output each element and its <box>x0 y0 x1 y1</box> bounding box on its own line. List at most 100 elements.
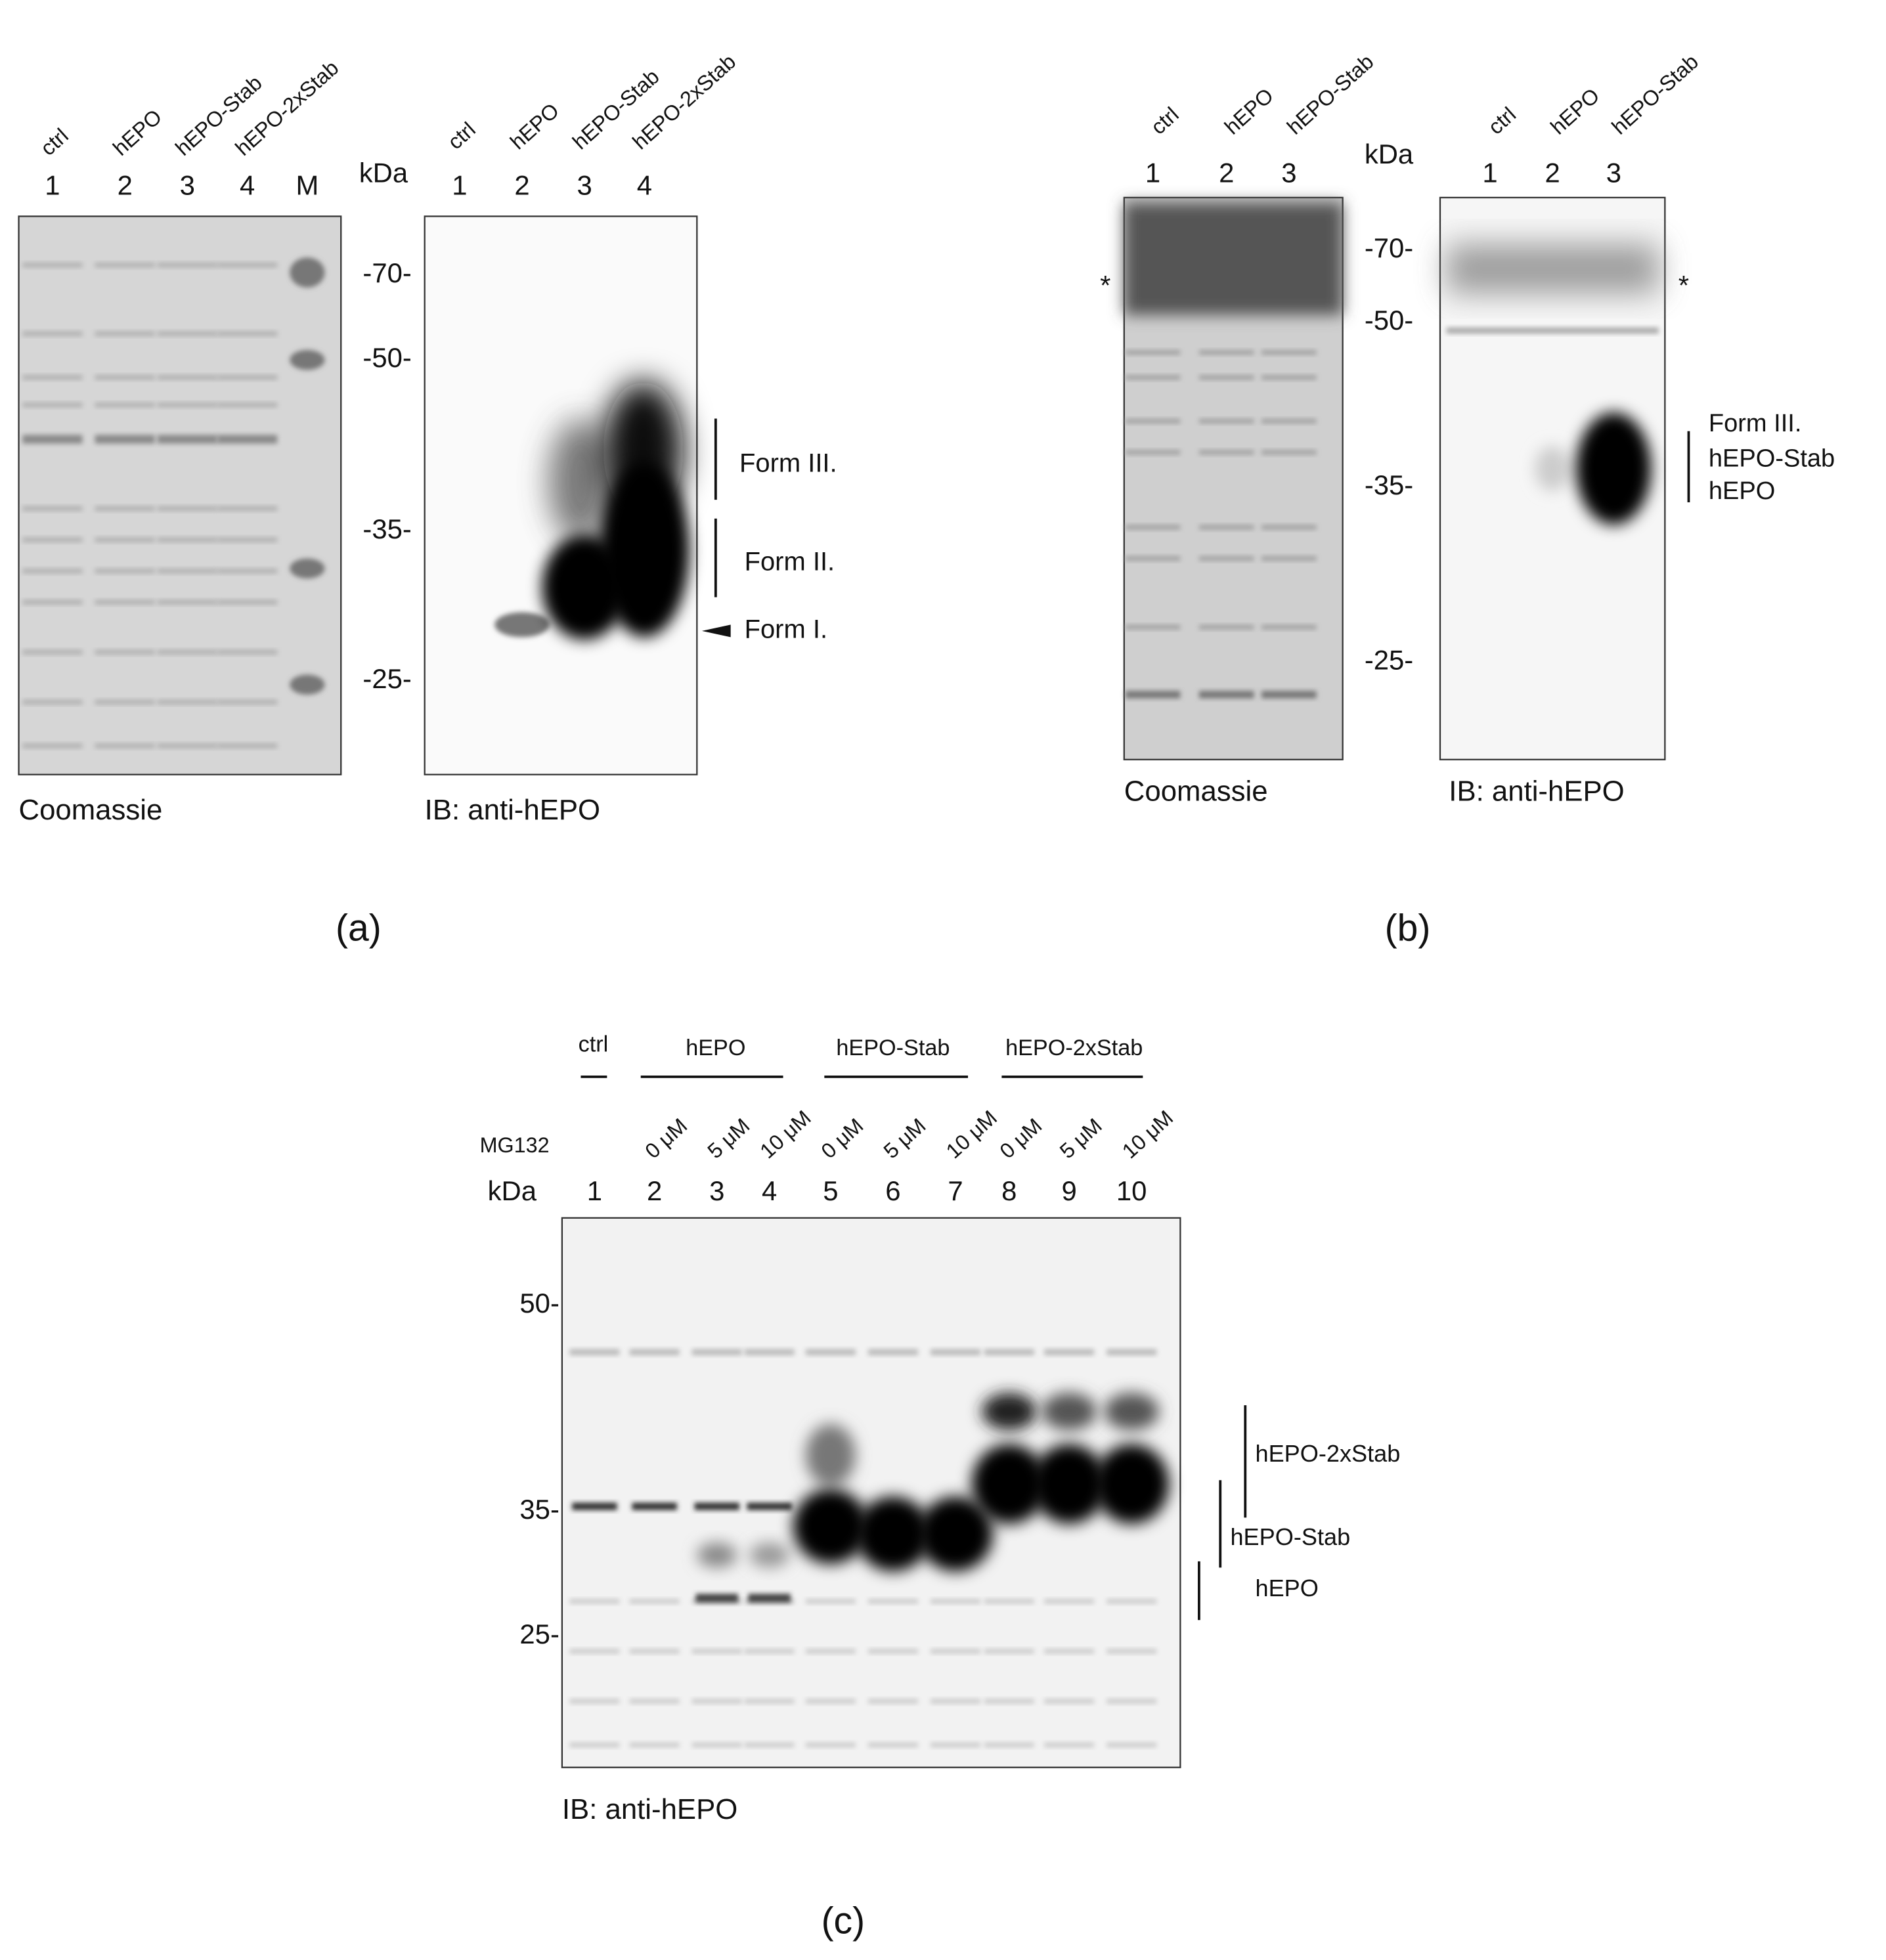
band <box>1198 691 1254 699</box>
lane-label: hEPO <box>1546 83 1604 139</box>
band <box>290 674 325 695</box>
band <box>984 1699 1034 1704</box>
band <box>1261 374 1317 380</box>
lane-number: 1 <box>1482 158 1497 188</box>
lane-number: 10 <box>1116 1175 1147 1206</box>
band <box>1446 244 1659 294</box>
band <box>22 699 83 705</box>
band <box>157 331 217 337</box>
dose-label: 10 μM <box>942 1106 1001 1163</box>
band <box>95 649 155 655</box>
band <box>290 257 325 288</box>
band <box>1261 555 1317 561</box>
band <box>1044 1598 1095 1604</box>
band <box>1125 349 1181 355</box>
asterisk: * <box>1100 270 1110 301</box>
marker-label: -70- <box>1365 232 1413 263</box>
panel-label: (b) <box>1385 907 1431 949</box>
annotation: hEPO-Stab <box>1709 445 1835 472</box>
annotation: Form III. <box>739 448 837 477</box>
lane-number: 9 <box>1061 1175 1076 1206</box>
group-label: hEPO-Stab <box>836 1035 950 1060</box>
band <box>95 402 155 408</box>
band <box>1198 418 1254 424</box>
band <box>22 402 83 408</box>
group-label: hEPO <box>686 1035 745 1060</box>
lane-number: 3 <box>577 170 592 201</box>
treatment-label: MG132 <box>480 1133 550 1157</box>
band <box>1261 691 1317 699</box>
marker-label: -25- <box>362 663 411 694</box>
caption: Coomassie <box>19 794 163 826</box>
band <box>867 1598 918 1604</box>
band <box>157 506 217 512</box>
dose-label: 10 μM <box>1118 1106 1177 1163</box>
band <box>805 1742 856 1748</box>
band <box>217 262 278 268</box>
band <box>1125 691 1181 699</box>
lane-label: ctrl <box>36 123 73 160</box>
lane-number: 3 <box>709 1175 724 1206</box>
band <box>744 1349 795 1356</box>
band <box>157 374 217 380</box>
lane-number: 3 <box>1281 158 1296 188</box>
band <box>290 349 325 370</box>
band <box>805 1649 856 1654</box>
band <box>157 402 217 408</box>
dose-label: 10 μM <box>755 1106 815 1163</box>
band <box>1198 624 1254 630</box>
band <box>867 1349 918 1356</box>
band <box>157 699 217 705</box>
band <box>748 1594 791 1603</box>
band <box>95 374 155 380</box>
arrowhead <box>701 624 731 638</box>
band <box>984 1649 1034 1654</box>
annotation: Form I. <box>745 615 827 643</box>
dose-label: 0 μM <box>996 1114 1047 1163</box>
band <box>569 1742 620 1748</box>
band <box>22 262 83 268</box>
lane-label: hEPO <box>506 98 563 154</box>
marker-label: -50- <box>1365 305 1413 336</box>
band <box>217 331 278 337</box>
band <box>22 374 83 380</box>
lane-label: ctrl <box>443 118 480 154</box>
band <box>1107 1598 1157 1604</box>
band <box>1044 1742 1095 1748</box>
band <box>629 1699 680 1704</box>
band <box>805 1349 856 1356</box>
group-label: ctrl <box>579 1032 609 1056</box>
marker-label: -35- <box>1365 469 1413 500</box>
band <box>217 402 278 408</box>
band <box>1125 555 1181 561</box>
band <box>157 568 217 574</box>
band <box>95 435 155 444</box>
marker-unit: kDa <box>1365 139 1414 169</box>
band <box>867 1649 918 1654</box>
band <box>95 699 155 705</box>
band <box>1125 450 1181 455</box>
band <box>805 1598 856 1604</box>
band <box>157 649 217 655</box>
annotation: Form II. <box>745 548 835 577</box>
band <box>1044 1699 1095 1704</box>
dose-label: 5 μM <box>703 1114 754 1163</box>
marker-label: -35- <box>362 513 411 544</box>
band <box>691 1742 742 1748</box>
band <box>1107 1742 1157 1748</box>
band <box>744 1649 795 1654</box>
band <box>1261 418 1317 424</box>
band <box>217 435 278 444</box>
lane-label: hEPO-2xStab <box>230 56 343 160</box>
band <box>1261 624 1317 630</box>
lane-label: hEPO-2xStab <box>628 49 740 154</box>
band <box>572 1502 617 1510</box>
band <box>1261 450 1317 455</box>
caption: IB: anti-hEPO <box>425 794 600 826</box>
band <box>1042 1393 1097 1431</box>
marker-unit: kDa <box>359 158 408 188</box>
band <box>930 1699 981 1704</box>
band <box>217 374 278 380</box>
marker-unit: kDa <box>488 1175 537 1206</box>
